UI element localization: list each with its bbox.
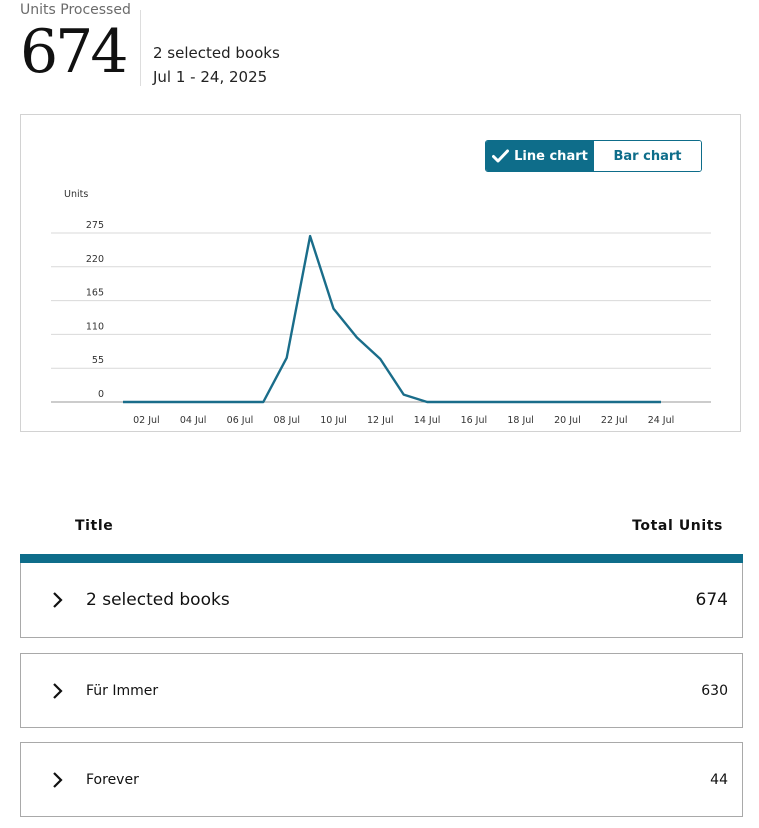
row-units: 630 (701, 682, 728, 699)
line-chart: Units 0 55 110 165 220 275 02 Jul 04 Jul 06 Jul 08… (51, 189, 711, 426)
y-tick-label: 0 (98, 389, 104, 400)
title-column-header: Title (75, 518, 114, 534)
bar-chart-button[interactable]: Bar chart (594, 141, 701, 171)
total-units-value: 674 (20, 17, 129, 87)
x-tick-label: 06 Jul (227, 415, 254, 426)
table-header-bar (20, 554, 743, 564)
x-tick-label: 24 Jul (648, 415, 675, 426)
total-units-column-header: Total Units (632, 518, 723, 534)
summary-row[interactable]: 2 selected books 674 (20, 563, 743, 638)
row-title: Für Immer (86, 682, 159, 699)
summary-row-title: 2 selected books (86, 590, 230, 610)
y-tick-label: 55 (92, 355, 104, 366)
y-tick-label: 110 (86, 321, 104, 332)
y-tick-label: 220 (86, 254, 104, 265)
x-tick-label: 18 Jul (507, 415, 534, 426)
x-tick-label: 04 Jul (180, 415, 207, 426)
x-tick-label: 14 Jul (414, 415, 441, 426)
summary-row-units: 674 (695, 590, 728, 610)
check-icon (492, 149, 510, 163)
chart-type-toggle: Line chart Bar chart (485, 140, 702, 172)
y-tick-label: 165 (86, 288, 104, 299)
table-row[interactable]: Für Immer 630 (20, 653, 743, 728)
row-units: 44 (710, 771, 728, 788)
series-line (123, 234, 661, 404)
x-tick-label: 12 Jul (367, 415, 394, 426)
chevron-right-icon[interactable] (51, 682, 65, 700)
date-range-text: Jul 1 - 24, 2025 (153, 68, 268, 86)
chevron-right-icon[interactable] (51, 771, 65, 789)
row-title: Forever (86, 771, 139, 788)
y-axis-label: Units (64, 189, 88, 200)
bar-chart-label: Bar chart (613, 148, 682, 164)
line-chart-label: Line chart (514, 148, 588, 164)
stat-label: Units Processed (20, 2, 131, 18)
x-tick-label: 20 Jul (554, 415, 581, 426)
stat-divider (140, 10, 141, 86)
x-tick-label: 22 Jul (601, 415, 628, 426)
x-tick-label: 10 Jul (320, 415, 347, 426)
x-tick-label: 08 Jul (273, 415, 300, 426)
chart-card: Units 0 55 110 165 220 275 02 Jul 04 Jul 06 Jul 08… (20, 114, 741, 432)
chevron-right-icon[interactable] (51, 591, 65, 609)
x-tick-label: 02 Jul (133, 415, 160, 426)
selected-books-text: 2 selected books (153, 44, 280, 62)
line-chart-button[interactable]: Line chart (486, 141, 594, 171)
x-tick-label: 16 Jul (461, 415, 488, 426)
y-tick-label: 275 (86, 220, 104, 231)
table-row[interactable]: Forever 44 (20, 742, 743, 817)
